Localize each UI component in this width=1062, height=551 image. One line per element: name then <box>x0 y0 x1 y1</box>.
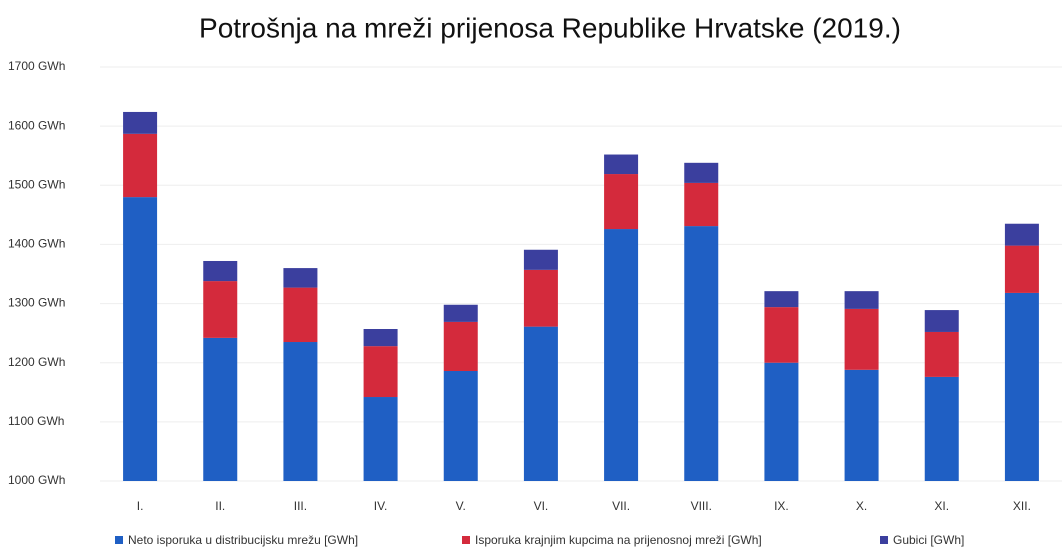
x-tick-label: II. <box>215 499 225 513</box>
bar-segment <box>123 197 158 481</box>
bar-segment <box>844 369 879 481</box>
bar-segment <box>523 249 558 270</box>
bar-segment <box>684 226 719 481</box>
bar-segment <box>1004 223 1039 246</box>
y-tick-label: 1700 GWh <box>8 59 65 73</box>
y-tick-label: 1300 GWh <box>8 296 65 310</box>
bar-segment <box>523 269 558 327</box>
x-tick-label: VII. <box>612 499 630 513</box>
bar-segment <box>203 337 238 481</box>
bar-segment <box>924 331 959 377</box>
bar-segment <box>764 291 799 308</box>
bar-segment <box>844 308 879 370</box>
bar-segment <box>764 362 799 481</box>
bar-segment <box>283 342 318 481</box>
x-tick-label: XII. <box>1013 499 1031 513</box>
bar-segment <box>684 182 719 227</box>
y-tick-label: 1500 GWh <box>8 177 65 191</box>
y-tick-label: 1100 GWh <box>8 414 64 428</box>
y-tick-label: 1000 GWh <box>8 473 65 487</box>
bar-segment <box>604 229 639 481</box>
x-tick-label: XI. <box>934 499 949 513</box>
bar-segment <box>443 304 478 322</box>
bar-segment <box>283 287 318 343</box>
y-tick-label: 1600 GWh <box>8 118 65 132</box>
x-tick-label: IV. <box>374 499 388 513</box>
bar-segment <box>443 321 478 371</box>
bar-segment <box>924 310 959 332</box>
bar-segment <box>764 307 799 363</box>
bar-segment <box>684 162 719 183</box>
legend-swatch <box>115 536 123 544</box>
legend-label: Neto isporuka u distribucijsku mrežu [GW… <box>128 533 358 547</box>
x-tick-label: III. <box>294 499 307 513</box>
x-tick-label: IX. <box>774 499 789 513</box>
y-tick-label: 1200 GWh <box>8 355 65 369</box>
bar-segment <box>443 370 478 481</box>
legend-label: Isporuka krajnjim kupcima na prijenosnoj… <box>475 533 762 547</box>
bar-segment <box>1004 245 1039 293</box>
bar-segment <box>363 329 398 347</box>
bar-segment <box>123 133 158 198</box>
x-tick-label: I. <box>137 499 144 513</box>
legend-swatch <box>880 536 888 544</box>
x-tick-label: VIII. <box>691 499 712 513</box>
chart-title: Potrošnja na mreži prijenosa Republike H… <box>199 12 901 43</box>
bar-segment <box>924 376 959 481</box>
bar-segment <box>283 268 318 288</box>
bar-segment <box>363 346 398 398</box>
bar-segment <box>203 281 238 338</box>
bar-segment <box>604 174 639 230</box>
bar-segment <box>523 326 558 481</box>
bar-segment <box>604 154 639 175</box>
x-tick-label: X. <box>856 499 867 513</box>
bar-segment <box>1004 292 1039 481</box>
legend-swatch <box>462 536 470 544</box>
bar-segment <box>123 111 158 134</box>
legend-label: Gubici [GWh] <box>893 533 964 547</box>
y-tick-label: 1400 GWh <box>8 237 65 251</box>
bar-segment <box>844 291 879 309</box>
bar-segment <box>203 260 238 282</box>
x-tick-label: V. <box>456 499 466 513</box>
x-tick-label: VI. <box>534 499 549 513</box>
bar-segment <box>363 397 398 481</box>
